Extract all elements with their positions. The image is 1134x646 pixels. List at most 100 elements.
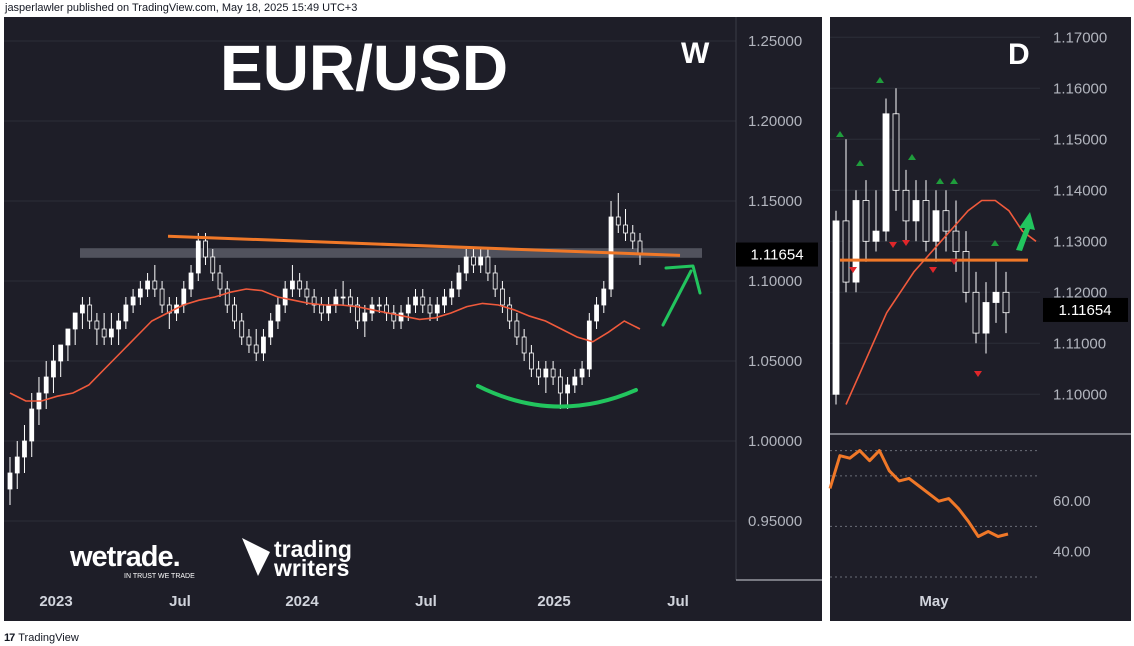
footer: 17 TradingView (4, 630, 79, 646)
weekly-trendline (167, 234, 681, 257)
buy-signal-marker-icon (991, 240, 999, 246)
weekly-candle-body (123, 304, 129, 322)
weekly-candle-body (340, 296, 346, 299)
weekly-candle-body (601, 288, 607, 306)
buy-signal-marker-icon (908, 154, 916, 160)
daily-candle-body (842, 220, 850, 283)
rsi-line (828, 449, 1009, 538)
weekly-candle-body (203, 240, 208, 258)
weekly-candle-body (29, 408, 35, 442)
sell-signal-marker-icon (974, 371, 982, 377)
weekly-candle-body (7, 472, 13, 490)
rsi-tick-label: 40.00 (1053, 544, 1091, 561)
last-price-tag-text: 1.11654 (750, 247, 803, 264)
daily-candle-body (832, 220, 840, 395)
daily-price-tick-label: 1.13000 (1053, 233, 1107, 250)
weekly-candle-body (442, 296, 447, 306)
weekly-candle-body (152, 280, 158, 290)
weekly-candle-body (261, 336, 266, 354)
weekly-gridlines (4, 40, 736, 522)
weekly-time-tick-label: 2025 (537, 593, 570, 610)
weekly-time-axis: 2023 Jul 2024 Jul 2025 Jul (39, 593, 689, 610)
tradingview-logo-icon: 17 (4, 632, 15, 644)
daily-candle-body (932, 210, 940, 242)
sell-signal-marker-icon (902, 240, 910, 246)
weekly-candle-body (253, 344, 259, 354)
weekly-candle-body (586, 320, 592, 370)
weekly-candle-body (521, 336, 527, 354)
weekly-price-tick-label: 1.20000 (748, 113, 802, 130)
weekly-candle-body (87, 304, 93, 322)
weekly-candle-body (463, 256, 469, 274)
rsi-axis: 60.00 40.00 (1053, 493, 1091, 561)
buy-signal-marker-icon (950, 178, 958, 184)
weekly-price-tick-label: 1.00000 (748, 433, 802, 450)
buy-signal-marker-icon (836, 131, 844, 137)
daily-panel: D 1.170001.160001.150001.140001.130001.1… (828, 17, 1131, 621)
sell-signal-marker-icon (889, 242, 897, 248)
daily-candle-body (852, 200, 860, 283)
weekly-candle-body (471, 256, 476, 266)
weekly-panel-background (4, 17, 822, 621)
trading-writers-line2: writers (273, 555, 349, 581)
weekly-candle-body (376, 304, 382, 307)
daily-moving-average (845, 199, 1037, 405)
weekly-candle-body (108, 328, 114, 338)
weekly-candle-body (268, 320, 274, 338)
daily-candle-body (992, 291, 1000, 303)
weekly-candle-body (413, 296, 418, 306)
weekly-candle-body (188, 272, 194, 290)
weekly-candle-body (304, 288, 310, 298)
weekly-price-tick-label: 1.05000 (748, 353, 802, 370)
weekly-candle-body (282, 288, 288, 306)
daily-candle-body (962, 251, 970, 293)
weekly-candle-body (297, 280, 303, 290)
daily-candle-body (872, 230, 880, 242)
weekly-panel: EUR/USD W 1.250001.200001.150001.100001.… (4, 17, 822, 621)
weekly-candle-body (405, 304, 411, 314)
weekly-candle-body (311, 296, 317, 306)
weekly-price-axis: 1.25000 1.20000 1.15000 1.10000 1.05000 1.000… (748, 33, 802, 530)
weekly-candle-body (246, 336, 252, 346)
weekly-price-tick-label: 1.25000 (748, 33, 802, 50)
weekly-candle-body (434, 304, 440, 314)
weekly-up-arrow (661, 264, 702, 327)
weekly-candle-body (137, 288, 143, 298)
weekly-candle-body (355, 304, 360, 322)
daily-candle-body (912, 200, 920, 222)
weekly-candle-body (130, 296, 136, 306)
weekly-timeframe-label: W (681, 37, 710, 70)
weekly-candle-body (550, 368, 556, 378)
daily-candle-body (942, 210, 950, 232)
weekly-last-price-tag: 1.11654 (736, 242, 818, 267)
weekly-candle-body (362, 312, 368, 322)
weekly-candle-body (195, 240, 201, 274)
weekly-price-tick-label: 1.15000 (748, 193, 802, 210)
daily-last-price-tag-text: 1.11654 (1058, 302, 1111, 319)
rsi-tick-label: 60.00 (1053, 493, 1091, 510)
daily-candles (832, 88, 1010, 405)
daily-candle-body (892, 113, 900, 191)
daily-candle-body (1002, 291, 1010, 314)
daily-up-arrow-icon (1016, 212, 1035, 251)
weekly-time-tick-label: Jul (415, 593, 437, 610)
weekly-candle-body (58, 344, 64, 362)
weekly-candle-body (181, 288, 187, 306)
weekly-candle-body (507, 304, 513, 322)
rounding-bottom-curve (476, 384, 638, 409)
weekly-time-tick-label: 2024 (285, 593, 319, 610)
weekly-time-tick-label: Jul (667, 593, 689, 610)
daily-signal-markers (836, 77, 999, 377)
buy-signal-marker-icon (876, 77, 884, 83)
publisher-line: jasperlawler published on TradingView.co… (5, 2, 358, 14)
weekly-candle-body (43, 376, 49, 394)
weekly-candle-body (326, 304, 332, 314)
daily-price-tick-label: 1.10000 (1053, 386, 1107, 403)
buy-signal-marker-icon (936, 178, 944, 184)
weekly-candle-body (80, 304, 85, 314)
weekly-candle-body (594, 304, 599, 322)
weekly-candle-body (514, 320, 520, 338)
trading-writers-line1: trading (274, 536, 352, 562)
weekly-price-tick-label: 0.95000 (748, 513, 802, 530)
